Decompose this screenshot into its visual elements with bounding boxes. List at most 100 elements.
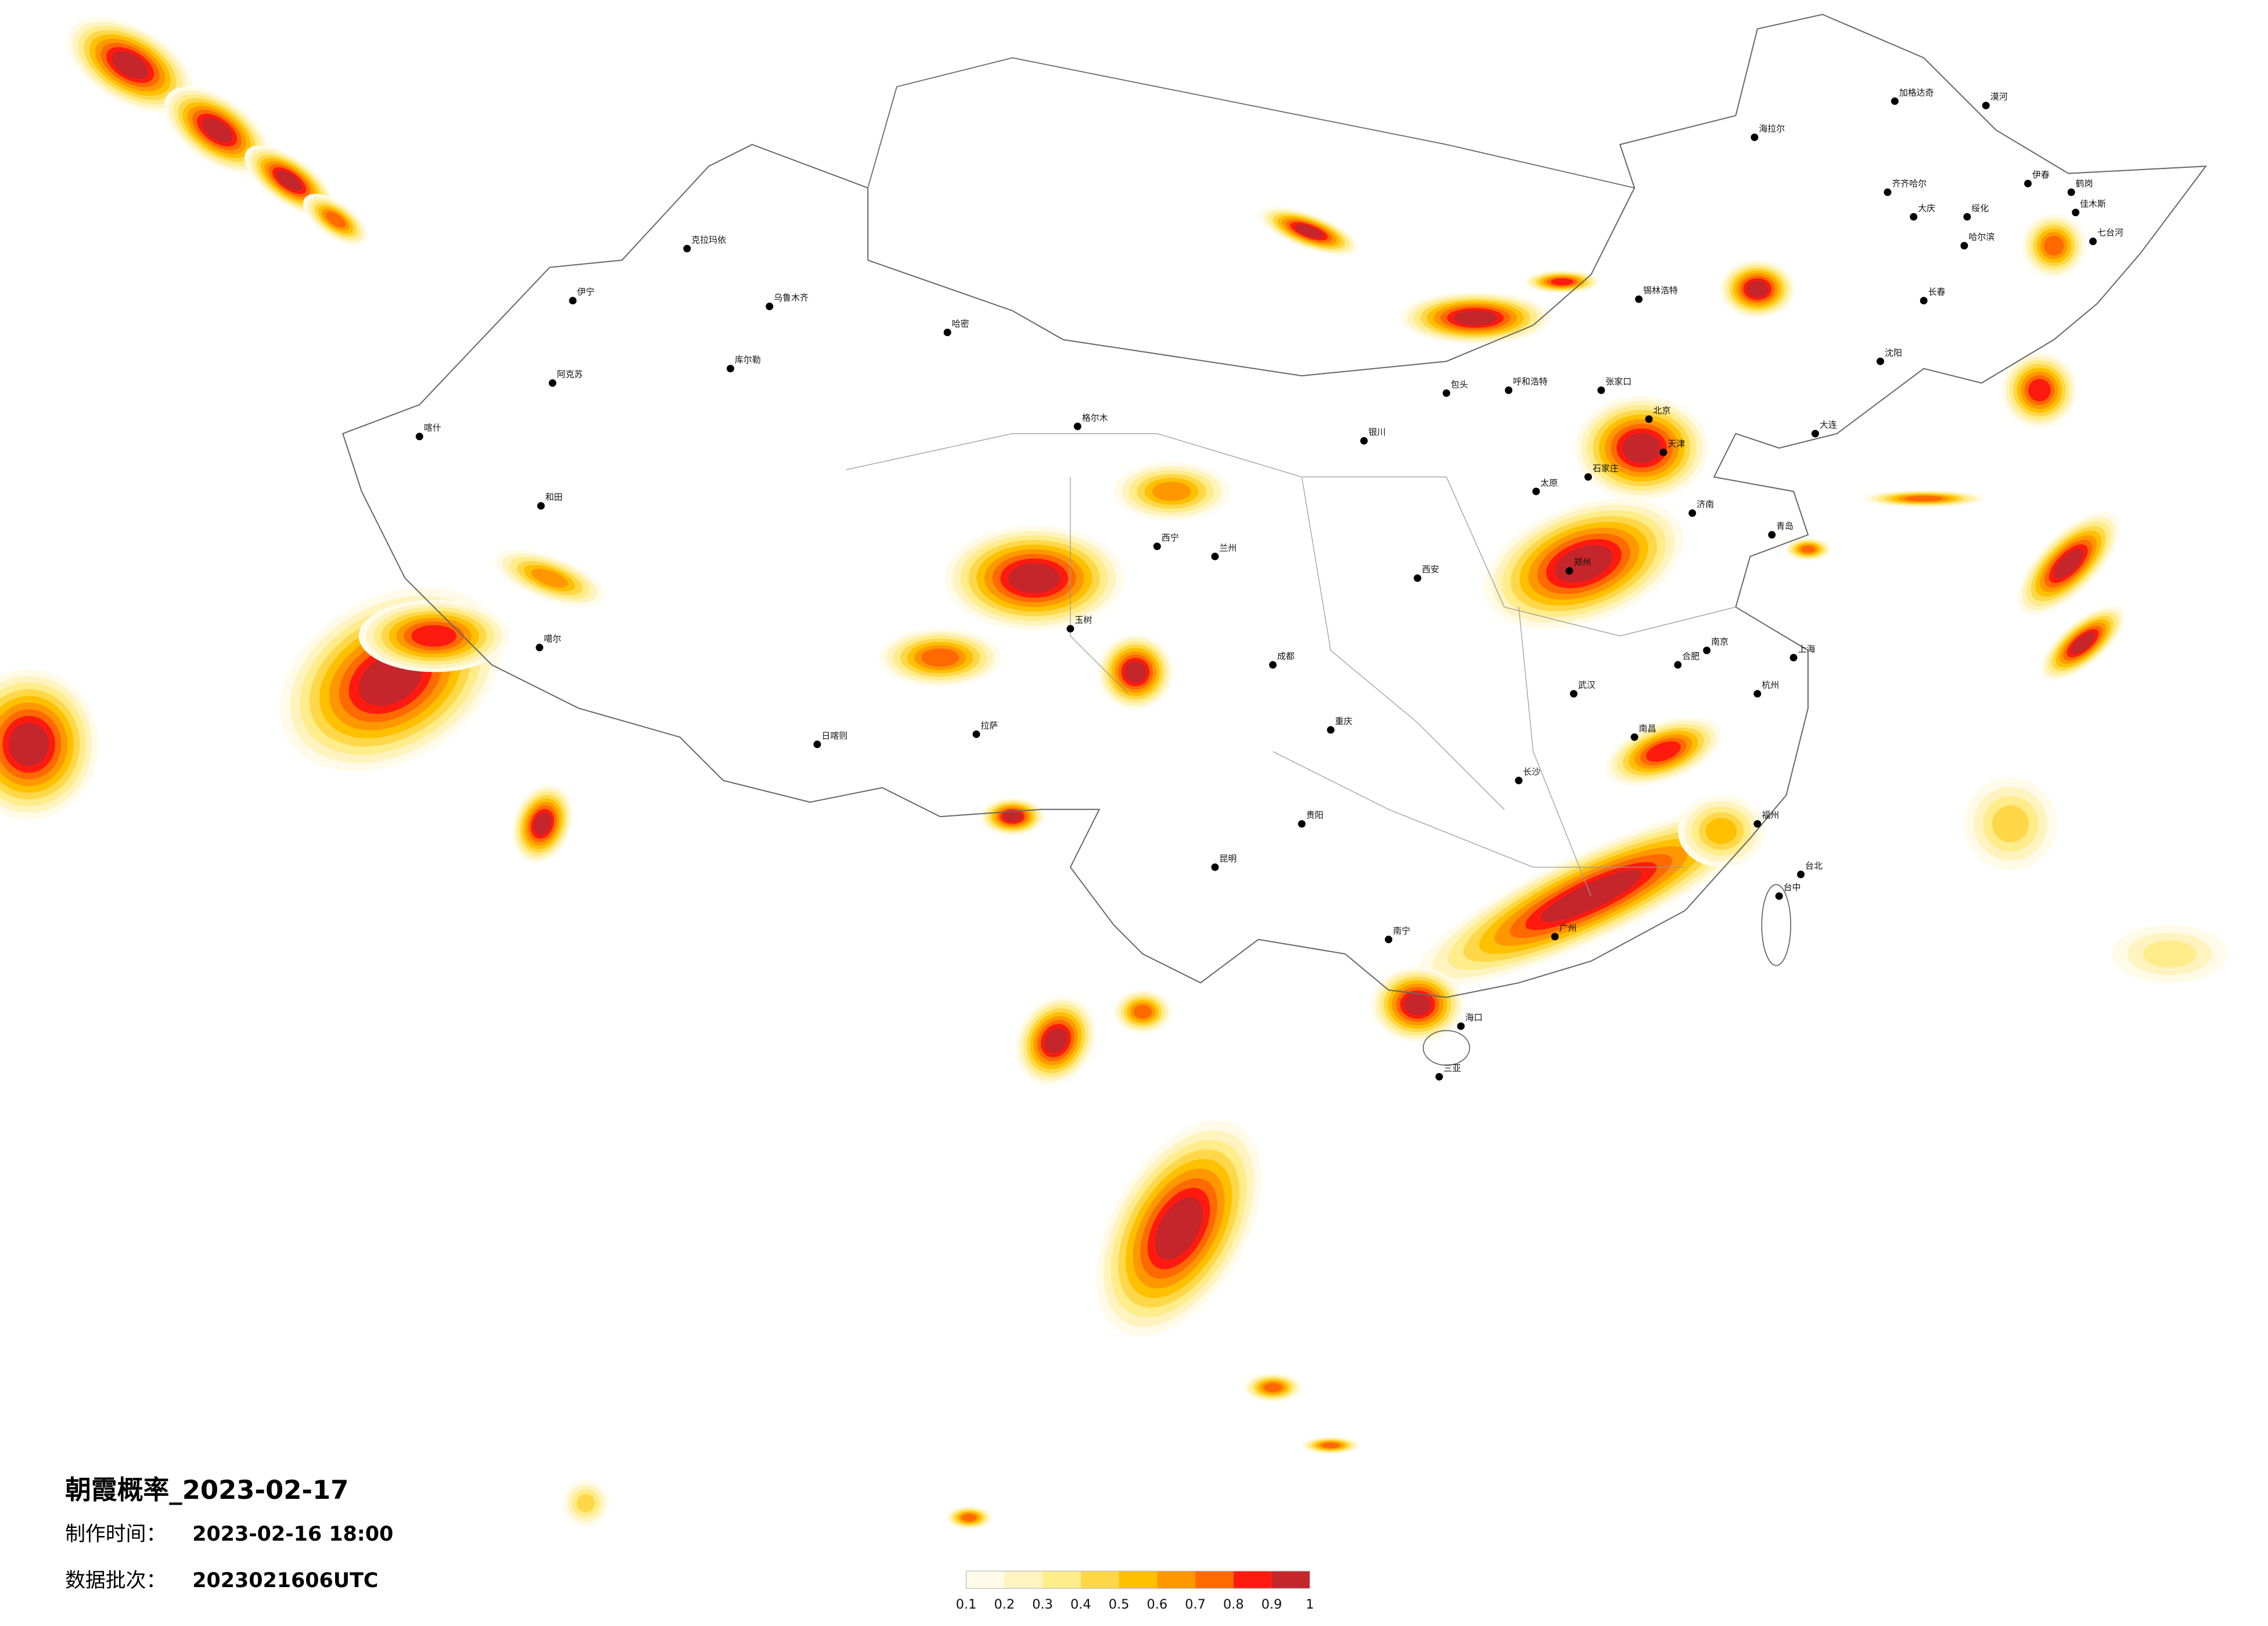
city-label: 日喀则 [822, 731, 848, 741]
city-label: 张家口 [1605, 376, 1631, 387]
probability-patch [2071, 632, 2096, 654]
city-dot [415, 433, 423, 441]
colorbar-tick-label: 1 [1306, 1597, 1314, 1612]
city-label: 和田 [545, 492, 563, 502]
city-label: 兰州 [1219, 542, 1237, 553]
city-dot [1703, 646, 1711, 654]
city-label: 武汉 [1578, 680, 1595, 690]
probability-patch [1622, 433, 1661, 463]
city-dot [1890, 97, 1899, 105]
batch-value: 2023021606UTC [192, 1569, 378, 1592]
city-label: 佳木斯 [2080, 199, 2106, 209]
probability-patch [2044, 235, 2064, 256]
city-dot [1570, 690, 1578, 698]
city-label: 哈密 [952, 318, 969, 329]
batch-label: 数据批次： [65, 1569, 166, 1592]
city-label: 合肥 [1682, 651, 1699, 661]
city-label: 呼和浩特 [1513, 376, 1548, 387]
colorbar-swatch [1004, 1571, 1043, 1589]
city-dot [1360, 437, 1368, 445]
made-time-label: 制作时间： [65, 1523, 166, 1546]
city-dot [569, 297, 577, 305]
city-label: 加格达奇 [1899, 87, 1934, 98]
map-title: 朝霞概率_2023-02-17 [65, 1474, 348, 1505]
city-label: 南宁 [1393, 926, 1410, 936]
city-dot [1442, 389, 1450, 397]
city-label: 哈尔滨 [1968, 232, 1994, 242]
city-dot [765, 303, 774, 311]
city-label: 台中 [1784, 882, 1801, 893]
probability-patch [1992, 805, 2029, 843]
city-label: 青岛 [1776, 521, 1793, 531]
city-label: 海口 [1465, 1012, 1483, 1023]
probability-patch [276, 170, 303, 191]
city-label: 重庆 [1335, 716, 1353, 726]
city-dot [1674, 661, 1682, 669]
city-label: 大庆 [1918, 203, 1935, 213]
city-label: 鹤岗 [2076, 178, 2093, 189]
city-label: 海拉尔 [1759, 123, 1785, 134]
probability-patch [1800, 545, 1816, 553]
city-label: 西宁 [1162, 533, 1179, 543]
colorbar-tick-label: 0.9 [1261, 1597, 1282, 1612]
city-label: 济南 [1696, 499, 1714, 510]
colorbar-tick-label: 0.8 [1223, 1597, 1244, 1612]
city-dot [1532, 487, 1540, 495]
probability-patch [2143, 940, 2197, 967]
city-dot [1211, 863, 1219, 871]
city-label: 拉萨 [981, 720, 998, 731]
city-dot [1797, 870, 1805, 879]
city-dot [1565, 567, 1573, 575]
probability-patch [533, 812, 552, 836]
city-label: 锡林浩特 [1643, 285, 1678, 296]
city-dot [1884, 188, 1892, 196]
probability-patch [112, 51, 149, 79]
hainan [1422, 1030, 1471, 1066]
city-dot [1768, 531, 1776, 539]
city-label: 福州 [1762, 810, 1779, 821]
city-label: 沈阳 [1885, 347, 1902, 358]
probability-patch [1008, 563, 1061, 593]
city-dot [1327, 726, 1335, 734]
colorbar-tick-label: 0.1 [956, 1597, 977, 1612]
probability-field [0, 17, 2228, 1530]
city-dot [1297, 820, 1306, 828]
probability-patch [1133, 1005, 1152, 1019]
colorbar-swatch [966, 1571, 1005, 1589]
city-dot [1910, 213, 1918, 221]
probability-patch [325, 211, 346, 228]
city-label: 克拉玛依 [691, 235, 726, 245]
city-dot [813, 740, 821, 749]
probability-patch [1453, 310, 1497, 326]
probability-patch [411, 625, 457, 647]
colorbar-tick-label: 0.4 [1070, 1597, 1091, 1612]
probability-patch [921, 648, 959, 667]
city-dot [683, 244, 691, 253]
city-label: 阿克苏 [557, 369, 583, 380]
city-dot [2072, 208, 2080, 217]
colorbar-tick-label: 0.7 [1185, 1597, 1206, 1612]
probability-patch [202, 117, 232, 143]
probability-patch [1044, 1027, 1067, 1054]
city-dot [1877, 357, 1885, 365]
colorbar-tick-label: 0.5 [1109, 1597, 1130, 1612]
colorbar-swatch [1233, 1571, 1272, 1589]
city-dot [2024, 179, 2032, 188]
probability-patch [1904, 495, 1943, 502]
city-label: 贵阳 [1306, 810, 1324, 821]
city-label: 长春 [1928, 287, 1946, 297]
city-label: 包头 [1451, 379, 1468, 390]
city-dot [1584, 473, 1592, 481]
city-label: 伊宁 [577, 287, 595, 297]
city-label: 南京 [1711, 636, 1728, 647]
city-label: 乌鲁木齐 [774, 293, 808, 303]
city-dot [1963, 213, 1971, 221]
city-dot [1630, 733, 1638, 741]
city-dot [535, 643, 544, 652]
colorbar-swatch [1195, 1571, 1234, 1589]
city-label: 绥化 [1971, 203, 1989, 213]
city-dot [1920, 297, 1928, 305]
probability-patch [2053, 549, 2083, 579]
city-dot [1753, 820, 1762, 828]
